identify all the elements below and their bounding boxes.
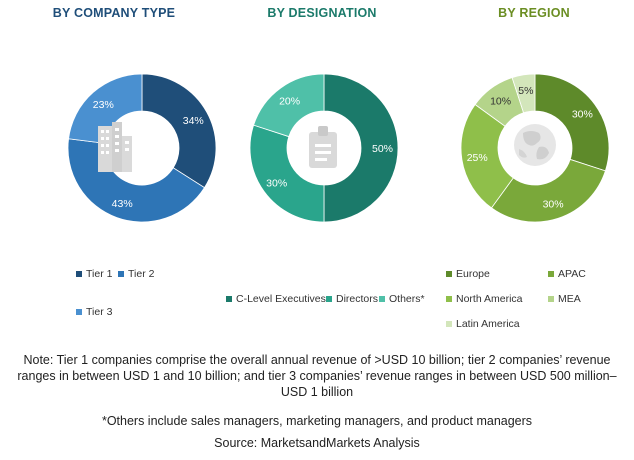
slice-value-label: 43%: [112, 198, 133, 210]
legend-latin-america: Latin America: [446, 318, 520, 330]
region-title: BY REGION: [498, 6, 570, 20]
slice-value-label: 20%: [279, 96, 300, 108]
slice-value-label: 10%: [490, 96, 511, 108]
slice-value-label: 30%: [266, 177, 287, 189]
legend-north-america: North America: [446, 293, 523, 305]
slice-value-label: 23%: [93, 99, 114, 111]
source-note: Source: MarketsandMarkets Analysis: [214, 436, 420, 450]
company-type-title: BY COMPANY TYPE: [52, 6, 176, 20]
slice-value-label: 30%: [543, 199, 564, 211]
slice-value-label: 25%: [467, 152, 488, 164]
legend-directors: Directors: [326, 293, 378, 305]
id-badge-icon: [309, 126, 337, 168]
others-footnote: *Others include sales managers, marketin…: [101, 414, 533, 428]
legend-apac: APAC: [548, 268, 586, 280]
slice-value-label: 50%: [372, 143, 393, 155]
company-type-donut: 34% 43% 23%: [67, 73, 217, 223]
legend-swatch: [446, 321, 452, 327]
legend-swatch: [379, 296, 385, 302]
legend-tier-2: Tier 2: [118, 268, 154, 280]
legend-swatch: [446, 296, 452, 302]
designation-title: BY DESIGNATION: [267, 6, 377, 20]
globe-icon: [514, 124, 556, 166]
slice-value-label: 30%: [572, 109, 593, 121]
legend-swatch: [548, 271, 554, 277]
legend-swatch: [548, 296, 554, 302]
legend-swatch: [76, 271, 82, 277]
buildings-icon: [98, 122, 132, 172]
legend-europe: Europe: [446, 268, 490, 280]
legend-swatch: [446, 271, 452, 277]
legend-others: Others*: [379, 293, 425, 305]
legend-mea: MEA: [548, 293, 581, 305]
slice-value-label: 5%: [518, 85, 533, 97]
legend-tier-1: Tier 1: [76, 268, 112, 280]
donut-charts: 34% 43% 23% 50% 30% 20% 30% 30% 25% 10% 5%: [67, 73, 610, 223]
legend-tier-3: Tier 3: [76, 306, 112, 318]
legend-swatch: [226, 296, 232, 302]
legend-c-level: C-Level Executives: [226, 293, 326, 305]
legend-swatch: [76, 309, 82, 315]
tier-footnote: Note: Tier 1 companies comprise the over…: [17, 353, 617, 399]
slice-value-label: 34%: [183, 115, 204, 127]
legend-swatch: [118, 271, 124, 277]
legend-swatch: [326, 296, 332, 302]
